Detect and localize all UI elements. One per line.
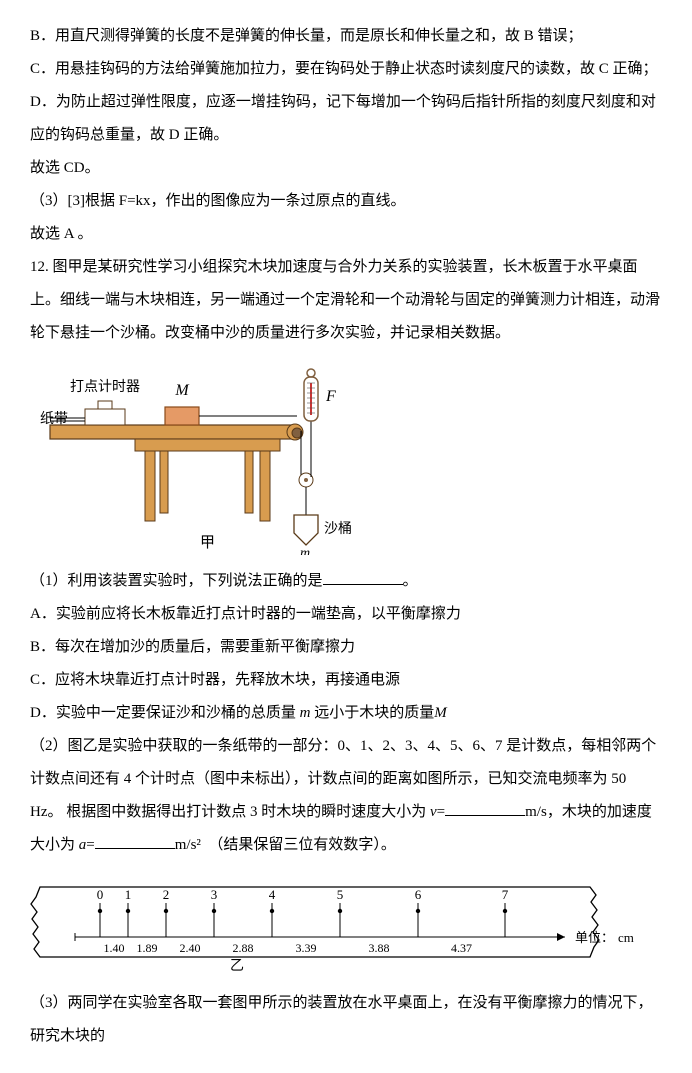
- svg-text:cm: cm: [618, 930, 634, 945]
- blank-v: [445, 800, 525, 816]
- blank-1: [323, 569, 403, 585]
- svg-text:M: M: [174, 382, 190, 399]
- svg-text:6: 6: [415, 887, 422, 902]
- svg-text:3.88: 3.88: [369, 941, 390, 955]
- svg-text:4.37: 4.37: [451, 941, 472, 955]
- svg-text:3: 3: [211, 887, 218, 902]
- svg-text:4: 4: [269, 887, 276, 902]
- svg-text:单位：: 单位：: [575, 930, 614, 945]
- svg-text:F: F: [325, 388, 336, 405]
- q12-1-text: （1）利用该装置实验时，下列说法正确的是: [30, 573, 323, 589]
- q12-1-end: 。: [403, 573, 418, 589]
- opt-c: C．应将木块靠近打点计时器，先释放木块，再接通电源: [30, 664, 662, 697]
- opt-d: D．实验中一定要保证沙和沙桶的总质量 m 远小于木块的质量M: [30, 697, 662, 730]
- svg-text:打点计时器: 打点计时器: [70, 378, 140, 395]
- opt-b: B．每次在增加沙的质量后，需要重新平衡摩擦力: [30, 631, 662, 664]
- choose-a: 故选 A 。: [30, 218, 662, 251]
- symbol-big-m: M: [434, 705, 447, 721]
- svg-text:7: 7: [502, 887, 509, 902]
- svg-text:3.39: 3.39: [296, 941, 317, 955]
- svg-text:乙: 乙: [230, 958, 244, 972]
- three-text: （3）[3]根据 F=kx，作出的图像应为一条过原点的直线。: [30, 193, 406, 209]
- symbol-a: a: [79, 837, 87, 853]
- q12-2c: （结果保留三位有效数字）。: [216, 837, 396, 853]
- svg-text:5: 5: [337, 887, 344, 902]
- line-c: C．用悬挂钩码的方法给弹簧施加拉力，要在钩码处于静止状态时读刻度尺的读数，故 C…: [30, 53, 662, 86]
- q12-1: （1）利用该装置实验时，下列说法正确的是 。: [30, 565, 662, 598]
- q12-stem: 12. 图甲是某研究性学习小组探究木块加速度与合外力关系的实验装置，长木板置于水…: [30, 251, 662, 350]
- q12-3: （3）两同学在实验室各取一套图甲所示的装置放在水平桌面上，在没有平衡摩擦力的情况…: [30, 987, 662, 1053]
- line-d: D．为防止超过弹性限度，应逐一增挂钩码，记下每增加一个钩码后指针所指的刻度尺刻度…: [30, 86, 662, 152]
- line-three: （3）[3]根据 F=kx，作出的图像应为一条过原点的直线。: [30, 185, 662, 218]
- line-b: B．用直尺测得弹簧的长度不是弹簧的伸长量，而是原长和伸长量之和，故 B 错误；: [30, 20, 662, 53]
- svg-text:纸带: 纸带: [40, 411, 68, 427]
- opt-a: A．实验前应将长木板靠近打点计时器的一端垫高，以平衡摩擦力: [30, 598, 662, 631]
- q12-2: （2）图乙是实验中获取的一条纸带的一部分：0、1、2、3、4、5、6、7 是计数…: [30, 730, 662, 862]
- svg-text:m: m: [300, 546, 310, 555]
- svg-text:1.89: 1.89: [137, 941, 158, 955]
- svg-text:2.40: 2.40: [180, 941, 201, 955]
- svg-text:甲: 甲: [200, 535, 215, 551]
- choose-cd: 故选 CD。: [30, 152, 662, 185]
- blank-a: [95, 833, 175, 849]
- svg-text:1.40: 1.40: [104, 941, 125, 955]
- svg-text:0: 0: [97, 887, 104, 902]
- svg-text:2: 2: [163, 887, 170, 902]
- figure-tape: 0 1 2 3 4 5 6 7 1.40 1.89 2.40 2.88 3.39 3.88 4.37 单位： c…: [30, 877, 662, 972]
- symbol-m: m: [300, 705, 311, 721]
- opt-d-mid: 远小于木块的质量: [310, 705, 434, 721]
- opt-d-pre: D．实验中一定要保证沙和沙桶的总质量: [30, 705, 300, 721]
- svg-text:1: 1: [125, 887, 132, 902]
- svg-text:2.88: 2.88: [233, 941, 254, 955]
- symbol-v: v: [430, 804, 437, 820]
- svg-text:沙桶: 沙桶: [324, 521, 352, 537]
- figure-apparatus: 打点计时器纸带 M F 甲 沙桶 m: [30, 365, 662, 555]
- unit-a: m/s²: [175, 837, 201, 853]
